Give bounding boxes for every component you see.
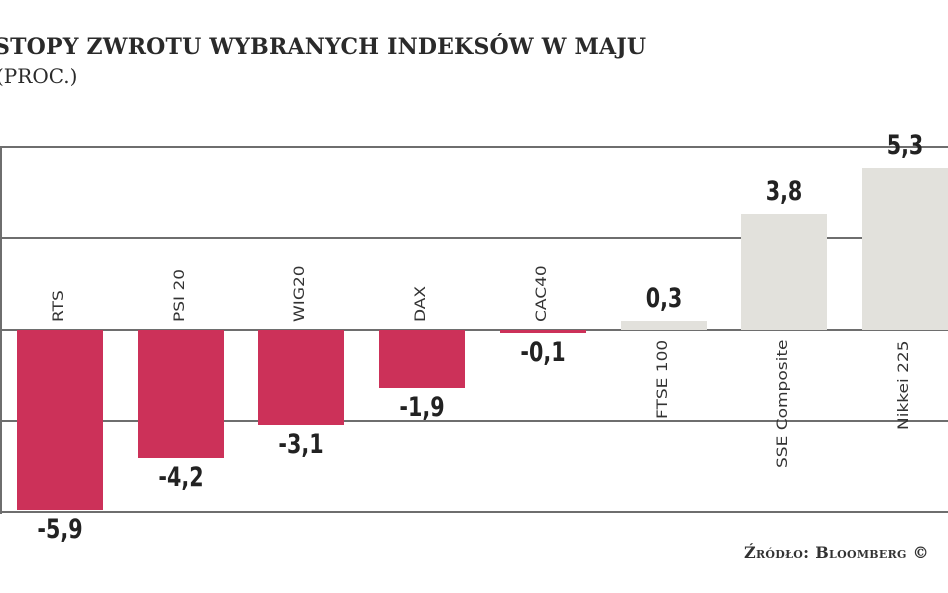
category-label: WIG20 xyxy=(291,265,308,322)
category-label: RTS xyxy=(50,290,67,322)
bar-rts xyxy=(17,330,103,510)
gridline-minus-6 xyxy=(0,511,948,513)
category-label: Nikkei 225 xyxy=(895,340,912,430)
category-label: DAX xyxy=(412,285,429,322)
bar-dax xyxy=(379,330,465,388)
category-label: FTSE 100 xyxy=(654,339,671,419)
bar-wig20 xyxy=(258,330,344,425)
gridline-minus-3 xyxy=(0,420,948,422)
value-label: -4,2 xyxy=(158,462,204,494)
category-label: SSE Composite xyxy=(774,339,791,468)
bar-ftse-100 xyxy=(621,320,707,330)
value-label: -1,9 xyxy=(399,391,445,423)
gridline-zero xyxy=(0,329,948,331)
gridline-6 xyxy=(0,146,948,148)
value-label: 5,3 xyxy=(886,130,924,162)
bar-cac40 xyxy=(500,330,586,334)
chart-title: STOPY ZWROTU WYBRANYCH INDEKSÓW W MAJU xyxy=(0,34,647,60)
gridline-3 xyxy=(0,237,948,239)
value-label: 0,3 xyxy=(645,282,683,314)
source-note: Źródło: Bloomberg © xyxy=(744,543,929,562)
category-label: PSI 20 xyxy=(171,268,188,322)
value-label: -0,1 xyxy=(520,337,566,369)
bar-sse-composite xyxy=(741,214,827,330)
value-label: 3,8 xyxy=(765,176,803,208)
category-label: CAC40 xyxy=(533,265,550,322)
value-label: -5,9 xyxy=(37,513,83,545)
bar-nikkei-225 xyxy=(862,168,948,330)
chart-subtitle: (PROC.) xyxy=(0,64,78,88)
y-axis-line xyxy=(0,147,2,514)
value-label: -3,1 xyxy=(278,428,324,460)
bar-psi-20 xyxy=(138,330,224,459)
